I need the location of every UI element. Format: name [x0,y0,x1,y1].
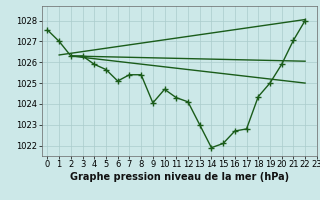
X-axis label: Graphe pression niveau de la mer (hPa): Graphe pression niveau de la mer (hPa) [70,172,289,182]
